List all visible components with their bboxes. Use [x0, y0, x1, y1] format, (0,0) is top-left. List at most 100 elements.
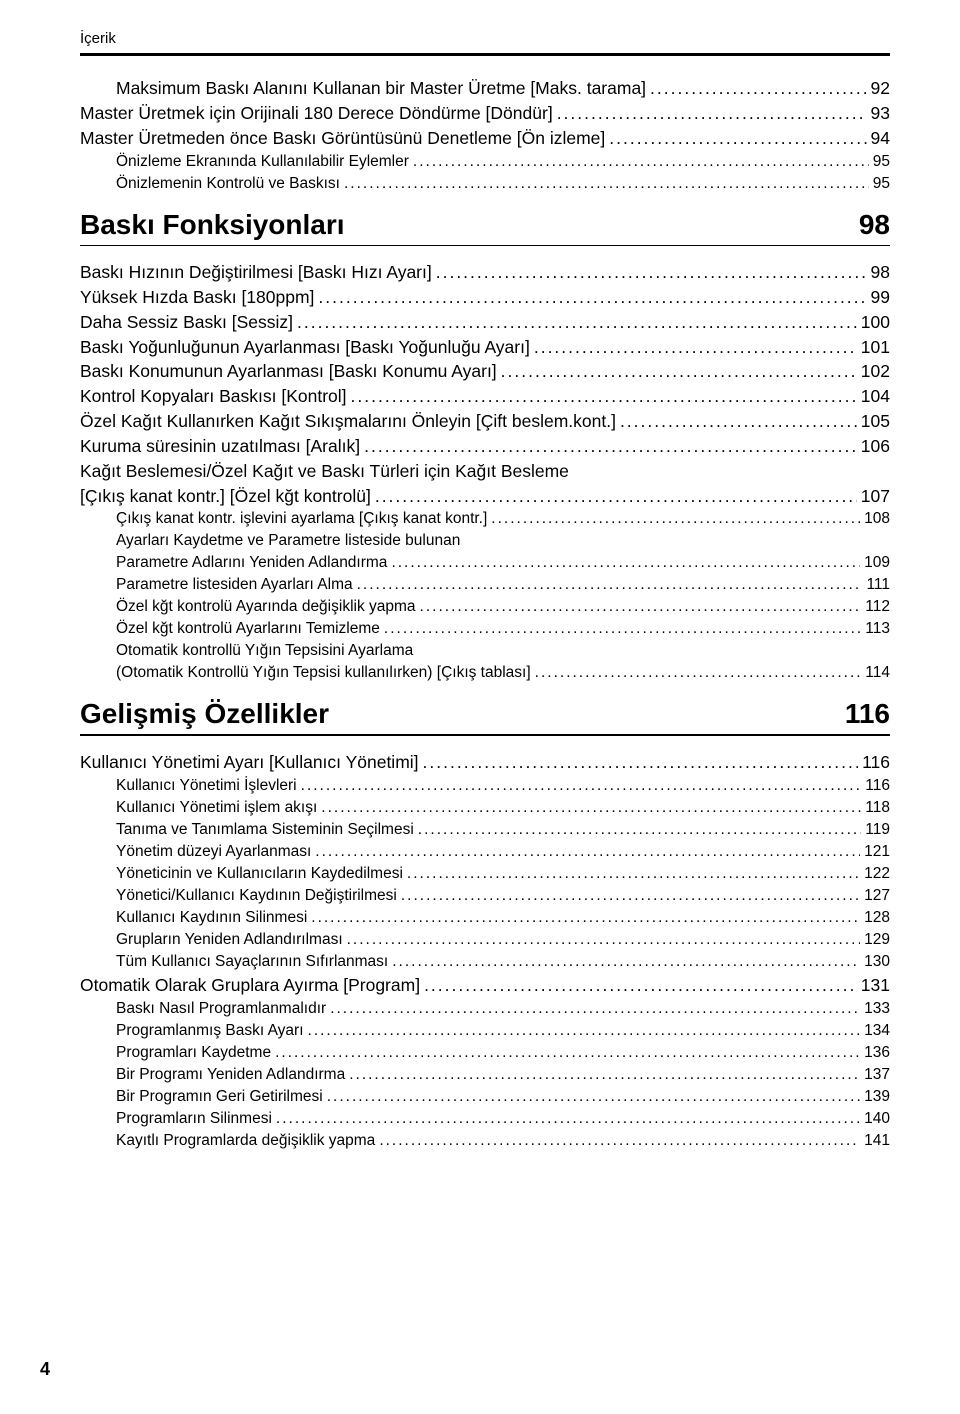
section-heading-2: Gelişmiş Özellikler 116: [80, 698, 890, 730]
toc-entry: [Çıkış kanat kontr.] [Özel kğt kontrolü]…: [80, 484, 890, 509]
section-rule-2: [80, 734, 890, 736]
toc-leader: [351, 384, 857, 409]
toc-leader: [375, 484, 857, 509]
toc-page: 116: [865, 775, 890, 797]
toc-label: Bir Programı Yeniden Adlandırma: [116, 1064, 345, 1086]
toc-label: Özel kğt kontrolü Ayarlarını Temizleme: [116, 618, 380, 640]
toc-leader: [384, 618, 861, 640]
toc-entry: Grupların Yeniden Adlandırılması 129: [80, 929, 890, 951]
toc-entry: Kuruma süresinin uzatılması [Aralık] 106: [80, 434, 890, 459]
toc-leader: [347, 929, 861, 951]
section1-block: Baskı Hızının Değiştirilmesi [Baskı Hızı…: [80, 260, 890, 684]
toc-entry: Otomatik kontrollü Yığın Tepsisini Ayarl…: [80, 640, 890, 662]
toc-label: Kuruma süresinin uzatılması [Aralık]: [80, 434, 360, 459]
toc-page: 128: [864, 907, 890, 929]
toc-label: Ayarları Kaydetme ve Parametre listeside…: [116, 530, 460, 552]
toc-entry: Parametre listesiden Ayarları Alma111: [80, 574, 890, 596]
toc-label: Grupların Yeniden Adlandırılması: [116, 929, 343, 951]
toc-leader: [297, 310, 857, 335]
toc-leader: [501, 359, 857, 384]
section2-block: Kullanıcı Yönetimi Ayarı [Kullanıcı Yöne…: [80, 750, 890, 1152]
toc-page: 95: [873, 173, 890, 195]
toc-leader: [650, 76, 866, 101]
toc-leader: [391, 552, 860, 574]
toc-entry: Yüksek Hızda Baskı [180ppm] 99: [80, 285, 890, 310]
toc-page: 100: [861, 310, 890, 335]
toc-leader: [609, 126, 866, 151]
prelude-block: Maksimum Baskı Alanını Kullanan bir Mast…: [80, 76, 890, 195]
toc-entry: Tanıma ve Tanımlama Sisteminin Seçilmesi…: [80, 819, 890, 841]
toc-page: 99: [871, 285, 890, 310]
toc-page: 134: [864, 1020, 890, 1042]
toc-page: 102: [861, 359, 890, 384]
toc-entry: Kayıtlı Programlarda değişiklik yapma 141: [80, 1130, 890, 1152]
toc-label: Kullanıcı Kaydının Silinmesi: [116, 907, 307, 929]
toc-leader: [620, 409, 857, 434]
toc-page: 94: [871, 126, 890, 151]
toc-entry: Tüm Kullanıcı Sayaçlarının Sıfırlanması 1…: [80, 951, 890, 973]
toc-page: 133: [864, 998, 890, 1020]
toc-entry: Otomatik Olarak Gruplara Ayırma [Program…: [80, 973, 890, 998]
toc-label: Kullanıcı Yönetimi İşlevleri: [116, 775, 297, 797]
toc-leader: [413, 151, 869, 173]
toc-entry: Kağıt Beslemesi/Özel Kağıt ve Baskı Türl…: [80, 459, 890, 484]
toc-entry: (Otomatik Kontrollü Yığın Tepsisi kullan…: [80, 662, 890, 684]
toc-page: 127: [864, 885, 890, 907]
toc-entry: Baskı Nasıl Programlanmalıdır 133: [80, 998, 890, 1020]
toc-label: Kontrol Kopyaları Baskısı [Kontrol]: [80, 384, 347, 409]
toc-page: 116: [862, 750, 890, 775]
toc-entry: Kullanıcı Yönetimi işlem akışı118: [80, 797, 890, 819]
section-page: 98: [859, 209, 890, 241]
toc-entry: Baskı Yoğunluğunun Ayarlanması [Baskı Yo…: [80, 335, 890, 360]
toc-page: 139: [864, 1086, 890, 1108]
toc-entry: Maksimum Baskı Alanını Kullanan bir Mast…: [80, 76, 890, 101]
toc-label: Baskı Hızının Değiştirilmesi [Baskı Hızı…: [80, 260, 432, 285]
toc-label: Yüksek Hızda Baskı [180ppm]: [80, 285, 314, 310]
toc-label: Özel Kağıt Kullanırken Kağıt Sıkışmaları…: [80, 409, 616, 434]
toc-leader: [315, 841, 860, 863]
toc-leader: [364, 434, 857, 459]
toc-leader: [318, 285, 866, 310]
toc-entry: Programların Silinmesi140: [80, 1108, 890, 1130]
toc-page: 111: [866, 574, 890, 596]
toc-leader: [424, 973, 857, 998]
toc-entry: Programları Kaydetme136: [80, 1042, 890, 1064]
toc-label: Maksimum Baskı Alanını Kullanan bir Mast…: [116, 76, 646, 101]
toc-leader: [330, 998, 860, 1020]
toc-label: Önizlemenin Kontrolü ve Baskısı: [116, 173, 340, 195]
toc-leader: [535, 662, 862, 684]
toc-label: Özel kğt kontrolü Ayarında değişiklik ya…: [116, 596, 416, 618]
toc-label: Kayıtlı Programlarda değişiklik yapma: [116, 1130, 375, 1152]
toc-entry: Önizlemenin Kontrolü ve Baskısı 95: [80, 173, 890, 195]
toc-entry: Özel kğt kontrolü Ayarlarını Temizleme11…: [80, 618, 890, 640]
toc-entry: Kontrol Kopyaları Baskısı [Kontrol]104: [80, 384, 890, 409]
toc-label: Bir Programın Geri Getirilmesi: [116, 1086, 323, 1108]
toc-leader: [275, 1042, 860, 1064]
toc-label: Baskı Nasıl Programlanmalıdır: [116, 998, 326, 1020]
toc-label: Kullanıcı Yönetimi işlem akışı: [116, 797, 317, 819]
toc-entry: Master Üretmek için Orijinali 180 Derece…: [80, 101, 890, 126]
header-label: İçerik: [80, 30, 890, 47]
toc-leader: [423, 750, 859, 775]
toc-leader: [418, 819, 862, 841]
toc-entry: Özel kğt kontrolü Ayarında değişiklik ya…: [80, 596, 890, 618]
toc-label: Yönetim düzeyi Ayarlanması: [116, 841, 311, 863]
toc-page: 112: [865, 596, 890, 618]
toc-entry: Önizleme Ekranında Kullanılabilir Eyleml…: [80, 151, 890, 173]
section-title: Baskı Fonksiyonları: [80, 209, 345, 241]
toc-page: 93: [871, 101, 890, 126]
toc-entry: Kullanıcı Kaydının Silinmesi 128: [80, 907, 890, 929]
toc-page: 106: [861, 434, 890, 459]
toc-page: 105: [861, 409, 890, 434]
toc-page: 129: [864, 929, 890, 951]
toc-page: 137: [864, 1064, 890, 1086]
section-title: Gelişmiş Özellikler: [80, 698, 329, 730]
toc-page: 141: [864, 1130, 890, 1152]
toc-label: Programların Silinmesi: [116, 1108, 272, 1130]
toc-page: 131: [861, 973, 890, 998]
toc-leader: [301, 775, 862, 797]
toc-label: Tüm Kullanıcı Sayaçlarının Sıfırlanması: [116, 951, 388, 973]
toc-page: 136: [864, 1042, 890, 1064]
toc-page: 130: [864, 951, 890, 973]
toc-page: 121: [864, 841, 890, 863]
